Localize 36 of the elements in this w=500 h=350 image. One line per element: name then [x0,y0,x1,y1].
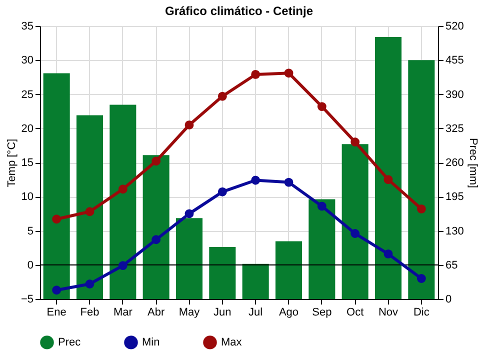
y-tick-label: −5 [20,294,34,306]
legend-label: Min [142,336,160,348]
x-tick-label: Dic [413,306,430,318]
y2-tick-label: 195 [446,191,464,204]
y-tick-label: 5 [27,225,34,238]
x-tick-label: Mar [113,306,133,318]
y-tick-label: 25 [21,88,34,101]
y2-tick-label: 0 [446,294,452,306]
y-tick-label: 30 [21,54,34,67]
y2-tick-label: 325 [446,122,464,135]
y2-tick-label: 260 [446,157,464,169]
y-tick-label: 35 [21,20,34,32]
x-tick-label: May [178,306,200,318]
y-tick-label: 20 [21,122,34,135]
y2-tick-label: 130 [446,225,464,238]
y2-tick-label: 390 [446,88,464,101]
x-tick-label: Jun [214,306,232,318]
y2-tick-label: 520 [446,20,464,32]
x-tick-label: Feb [80,306,100,318]
chart-title: Gráfico climático - Cetinje [164,4,314,18]
x-tick-label: Sep [312,306,332,318]
x-tick-label: Jul [248,306,263,318]
x-tick-label: Abr [148,306,165,318]
y-tick-label: 0 [27,259,34,272]
x-tick-label: Ago [278,306,299,318]
legend-label: Max [221,336,242,348]
y2-axis-title: Prec [mm] [466,138,479,188]
x-tick-label: Nov [378,306,399,318]
y-axis-title: Temp [°C] [6,138,18,188]
y2-tick-label: 65 [446,259,458,272]
y2-tick-label: 455 [446,54,464,67]
x-tick-label: Ene [46,306,66,318]
x-tick-label: Oct [346,306,364,318]
y-tick-label: 15 [21,157,34,169]
legend-label: Prec [58,336,82,348]
y-tick-label: 10 [21,191,34,204]
